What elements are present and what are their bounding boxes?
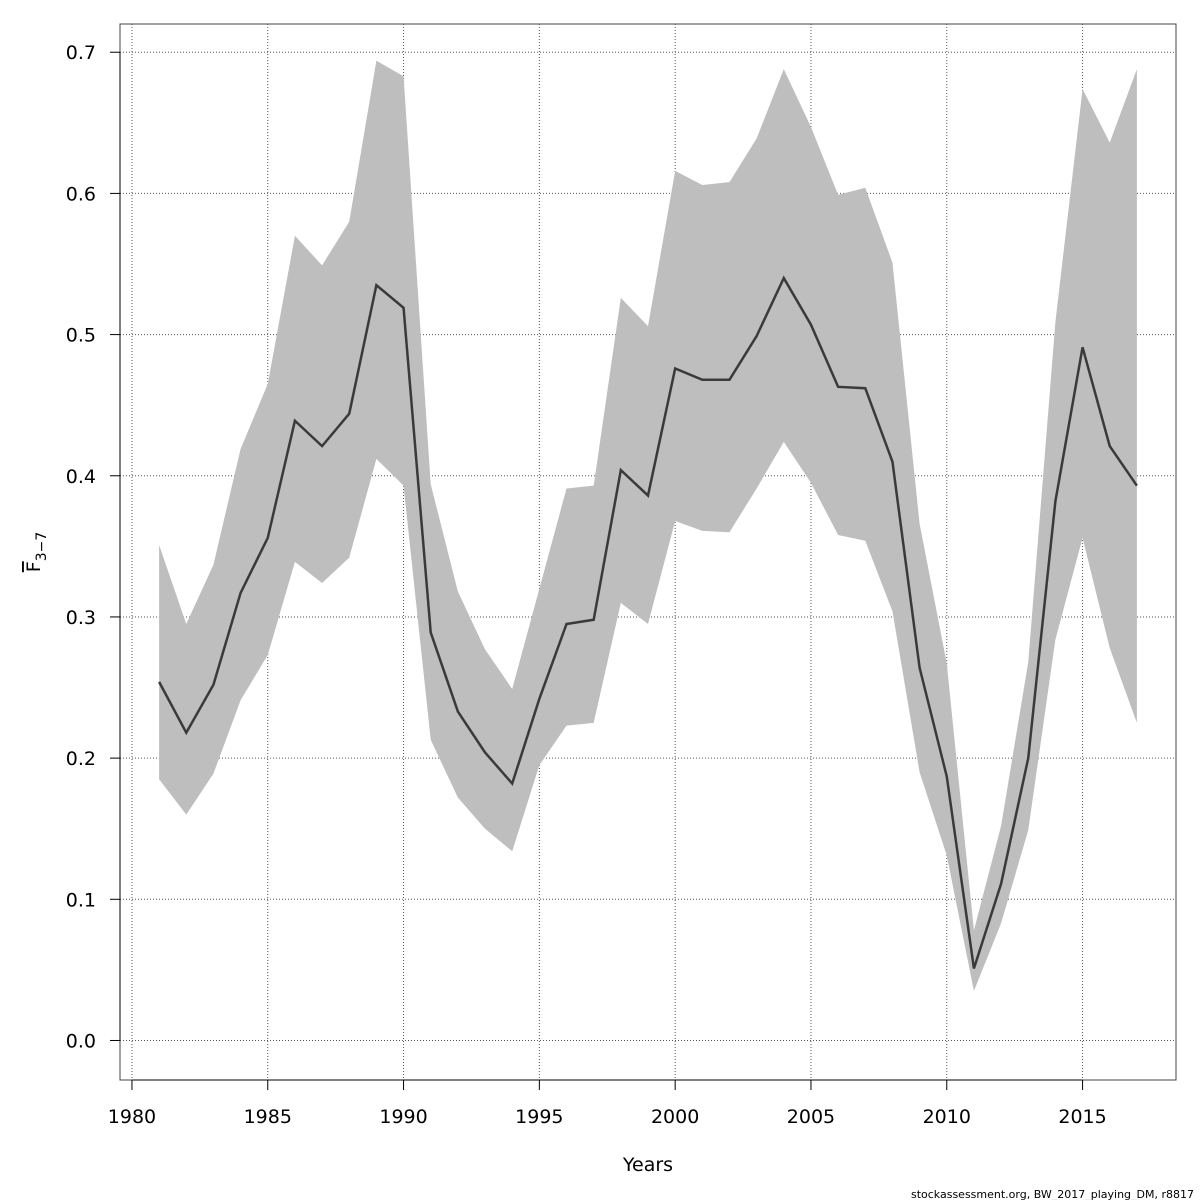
y-axis-label: F3−7 bbox=[23, 532, 50, 572]
y-tick-label: 0.2 bbox=[66, 748, 96, 770]
y-tick-label: 0.4 bbox=[66, 466, 96, 488]
x-axis-label: Years bbox=[622, 1154, 673, 1176]
x-tick-label: 2015 bbox=[1058, 1106, 1106, 1128]
footer: stockassessment.org, BW_2017_playing_DM,… bbox=[911, 1188, 1194, 1200]
x-tick-label: 2000 bbox=[651, 1106, 699, 1128]
confidence-band bbox=[159, 60, 1137, 992]
y-tick-label: 0.5 bbox=[66, 325, 96, 347]
x-tick-label: 2005 bbox=[787, 1106, 835, 1128]
line bbox=[158, 275, 1138, 969]
x-tick-label: 2010 bbox=[923, 1106, 971, 1128]
y-label-sub: 3−7 bbox=[34, 532, 50, 562]
y-tick-label: 0.0 bbox=[66, 1030, 96, 1052]
x-tick-label: 1995 bbox=[515, 1106, 563, 1128]
y-tick-label: 0.3 bbox=[66, 607, 96, 629]
y-tick-label: 0.1 bbox=[66, 889, 96, 911]
x-tick-label: 1990 bbox=[379, 1106, 427, 1128]
y-label-main: F bbox=[23, 561, 45, 572]
y-tick-label: 0.6 bbox=[66, 183, 96, 205]
y-tick-label: 0.7 bbox=[66, 42, 96, 64]
x-tick-label: 1980 bbox=[108, 1106, 156, 1128]
x-tick-label: 1985 bbox=[244, 1106, 292, 1128]
